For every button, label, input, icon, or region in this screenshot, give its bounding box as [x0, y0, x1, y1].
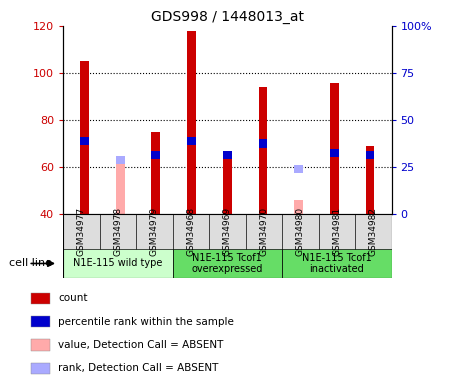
- Title: GDS998 / 1448013_at: GDS998 / 1448013_at: [151, 10, 304, 24]
- Bar: [294, 200, 303, 214]
- Bar: [223, 155, 232, 214]
- Bar: [330, 149, 339, 157]
- Bar: [294, 165, 303, 173]
- Bar: [116, 156, 125, 164]
- Bar: [80, 137, 89, 145]
- Bar: [31, 363, 50, 374]
- Bar: [259, 87, 267, 214]
- Text: GSM34978: GSM34978: [113, 207, 122, 256]
- Text: GSM34979: GSM34979: [150, 207, 159, 256]
- Text: GSM34969: GSM34969: [223, 207, 232, 256]
- Text: percentile rank within the sample: percentile rank within the sample: [58, 316, 234, 327]
- Text: count: count: [58, 293, 88, 303]
- Text: N1E-115 Tcof1
inactivated: N1E-115 Tcof1 inactivated: [302, 253, 372, 274]
- Text: value, Detection Call = ABSENT: value, Detection Call = ABSENT: [58, 340, 224, 350]
- Bar: [63, 214, 392, 249]
- Bar: [116, 160, 125, 214]
- Text: N1E-115 wild type: N1E-115 wild type: [73, 258, 162, 268]
- Text: rank, Detection Call = ABSENT: rank, Detection Call = ABSENT: [58, 363, 219, 374]
- Bar: [282, 249, 392, 278]
- Bar: [31, 292, 50, 304]
- Bar: [63, 249, 172, 278]
- Bar: [187, 31, 196, 214]
- Text: GSM34980: GSM34980: [296, 207, 305, 256]
- Text: GSM34968: GSM34968: [186, 207, 195, 256]
- Bar: [223, 151, 232, 159]
- Bar: [151, 151, 160, 159]
- Text: cell line: cell line: [9, 258, 52, 268]
- Text: GSM34981: GSM34981: [332, 207, 341, 256]
- Text: N1E-115 Tcof1
overexpressed: N1E-115 Tcof1 overexpressed: [192, 253, 263, 274]
- Bar: [31, 339, 50, 351]
- Bar: [80, 62, 89, 214]
- Bar: [172, 249, 282, 278]
- Bar: [31, 316, 50, 327]
- Bar: [259, 140, 267, 147]
- Bar: [151, 132, 160, 214]
- Bar: [366, 151, 374, 159]
- Text: GSM34970: GSM34970: [259, 207, 268, 256]
- Text: GSM34977: GSM34977: [77, 207, 86, 256]
- Bar: [330, 82, 339, 214]
- Text: GSM34982: GSM34982: [369, 207, 378, 256]
- Bar: [366, 146, 374, 214]
- Bar: [187, 137, 196, 145]
